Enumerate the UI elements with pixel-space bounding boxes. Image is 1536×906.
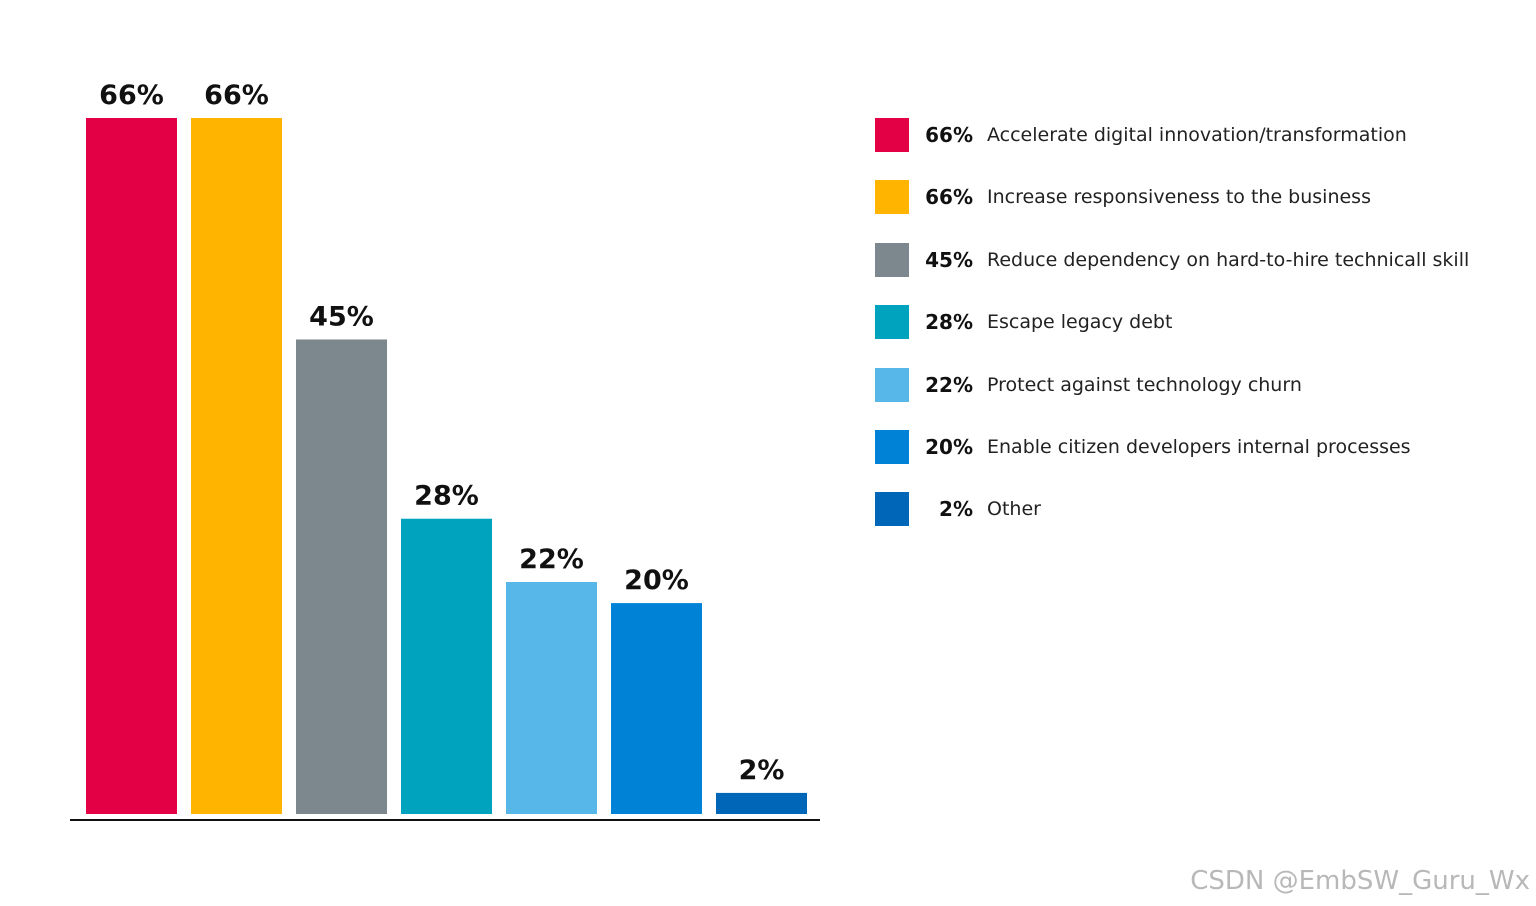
watermark: CSDN @EmbSW_Guru_Wx xyxy=(1190,866,1530,896)
legend-value: 45% xyxy=(925,248,973,272)
legend-label: Increase responsiveness to the business xyxy=(987,186,1371,208)
legend-value: 66% xyxy=(925,185,973,209)
legend-value: 2% xyxy=(939,497,973,521)
bar-value-label: 22% xyxy=(519,544,584,575)
legend-swatch xyxy=(875,492,909,526)
bar xyxy=(716,792,807,814)
bar-value-label: 28% xyxy=(414,481,479,512)
legend: 66% Accelerate digital innovation/transf… xyxy=(875,0,1515,560)
bar-value-label: 66% xyxy=(99,80,164,111)
legend-value: 28% xyxy=(925,310,973,334)
legend-value: 20% xyxy=(925,435,973,459)
legend-swatch xyxy=(875,243,909,277)
legend-swatch xyxy=(875,180,909,214)
legend-swatch xyxy=(875,305,909,339)
bar-value-label: 66% xyxy=(204,80,269,111)
bar-group xyxy=(86,118,807,814)
legend-item: 28% Escape legacy debt xyxy=(875,305,1515,339)
bar xyxy=(611,603,702,814)
legend-item: 2% Other xyxy=(875,492,1515,526)
legend-label: Enable citizen developers internal proce… xyxy=(987,436,1411,458)
bar xyxy=(86,118,177,814)
bar xyxy=(506,582,597,814)
legend-label: Reduce dependency on hard-to-hire techni… xyxy=(987,249,1470,271)
legend-swatch xyxy=(875,430,909,464)
bar-value-label: 45% xyxy=(309,301,374,332)
bar xyxy=(401,518,492,814)
bar xyxy=(191,118,282,814)
bar xyxy=(296,339,387,814)
legend-item: 66% Accelerate digital innovation/transf… xyxy=(875,118,1515,152)
bar-value-label: 2% xyxy=(739,755,785,786)
bar-label-group: 66% 66% 45% 28% 22% 20% 2% xyxy=(99,80,784,786)
legend-item: 22% Protect against technology churn xyxy=(875,368,1515,402)
legend-value: 22% xyxy=(925,373,973,397)
legend-label: Escape legacy debt xyxy=(987,311,1173,333)
legend-item: 45% Reduce dependency on hard-to-hire te… xyxy=(875,243,1515,277)
bar-value-label: 20% xyxy=(624,565,689,596)
legend-label: Other xyxy=(987,498,1041,520)
legend-label: Protect against technology churn xyxy=(987,374,1302,396)
legend-item: 20% Enable citizen developers internal p… xyxy=(875,430,1515,464)
legend-swatch xyxy=(875,118,909,152)
legend-label: Accelerate digital innovation/transforma… xyxy=(987,124,1407,146)
legend-item: 66% Increase responsiveness to the busin… xyxy=(875,180,1515,214)
legend-swatch xyxy=(875,368,909,402)
legend-value: 66% xyxy=(925,123,973,147)
